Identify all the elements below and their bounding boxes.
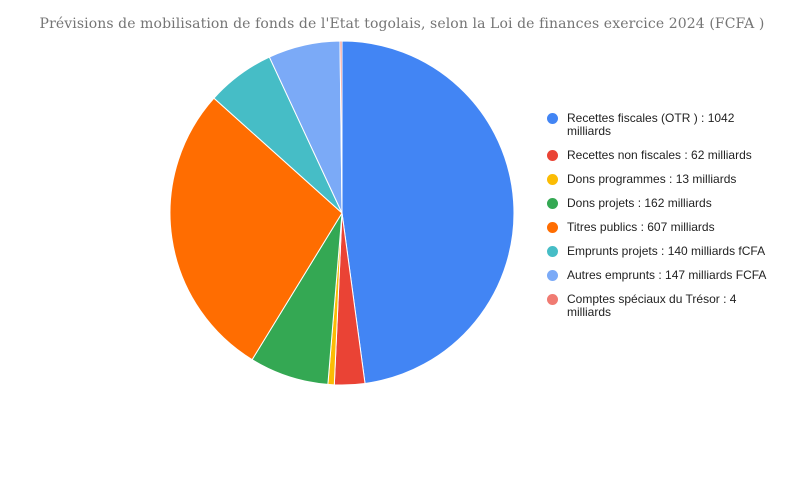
pie-slices — [169, 40, 515, 386]
legend-item-1[interactable]: Recettes fiscales (OTR ) : 1042 milliard… — [547, 112, 777, 138]
legend-dot-icon — [547, 270, 558, 281]
legend-item-4[interactable]: Dons projets : 162 milliards — [547, 197, 777, 210]
legend-label: Titres publics : 607 milliards — [567, 220, 715, 234]
legend-dot-icon — [547, 246, 558, 257]
legend-dot-icon — [547, 150, 558, 161]
legend-label: Comptes spéciaux du Trésor : 4 milliards — [567, 292, 737, 319]
pie-slice-8[interactable] — [339, 40, 343, 214]
chart-title: Prévisions de mobilisation de fonds de l… — [39, 16, 765, 32]
legend-item-6[interactable]: Emprunts projets : 140 milliards fCFA — [547, 245, 777, 258]
legend-label: Autres emprunts : 147 milliards FCFA — [567, 268, 767, 282]
legend-label: Dons projets : 162 milliards — [567, 196, 712, 210]
legend-item-8[interactable]: Comptes spéciaux du Trésor : 4 milliards — [547, 293, 777, 319]
legend-dot-icon — [547, 174, 558, 185]
legend: Recettes fiscales (OTR ) : 1042 milliard… — [547, 112, 777, 330]
legend-dot-icon — [547, 198, 558, 209]
legend-label: Recettes fiscales (OTR ) : 1042 milliard… — [567, 111, 735, 138]
pie-slice-1[interactable] — [341, 40, 515, 385]
legend-label: Recettes non fiscales : 62 milliards — [567, 148, 752, 162]
legend-dot-icon — [547, 222, 558, 233]
pie-slice-5[interactable] — [169, 97, 343, 361]
legend-label: Dons programmes : 13 milliards — [567, 172, 737, 186]
legend-item-7[interactable]: Autres emprunts : 147 milliards FCFA — [547, 269, 777, 282]
legend-label: Emprunts projets : 140 milliards fCFA — [567, 244, 766, 258]
legend-dot-icon — [547, 113, 558, 124]
legend-item-3[interactable]: Dons programmes : 13 milliards — [547, 173, 777, 186]
legend-item-2[interactable]: Recettes non fiscales : 62 milliards — [547, 149, 777, 162]
legend-item-5[interactable]: Titres publics : 607 milliards — [547, 221, 777, 234]
legend-dot-icon — [547, 294, 558, 305]
